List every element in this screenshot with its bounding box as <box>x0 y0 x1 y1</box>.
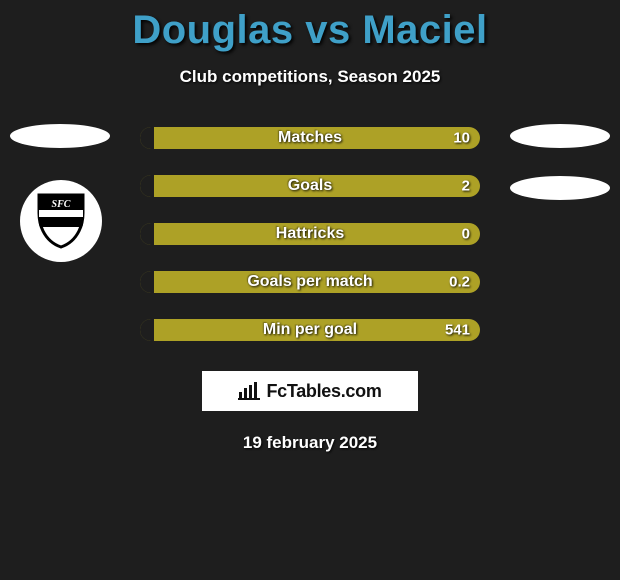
stat-right-value: 0.2 <box>449 274 470 291</box>
stat-right-value: 0 <box>462 226 470 243</box>
stat-left-gpm <box>140 271 154 293</box>
stat-label: Goals <box>288 177 332 195</box>
footer-date: 19 february 2025 <box>0 433 620 453</box>
bar-chart-icon <box>238 382 260 400</box>
svg-text:SFC: SFC <box>52 199 71 210</box>
stat-row-mpg: Min per goal 541 <box>140 319 480 341</box>
stat-label: Matches <box>278 129 342 147</box>
stat-left-matches <box>140 127 154 149</box>
stat-right-value: 541 <box>445 322 470 339</box>
branding-text: FcTables.com <box>266 381 381 402</box>
page-title: Douglas vs Maciel <box>0 0 620 53</box>
stat-left-goals <box>140 175 154 197</box>
stat-row-goals: Goals 2 <box>140 175 480 197</box>
page-subtitle: Club competitions, Season 2025 <box>0 67 620 87</box>
stat-row-hattricks: Hattricks 0 <box>140 223 480 245</box>
stat-left-hattricks <box>140 223 154 245</box>
stat-row-gpm: Goals per match 0.2 <box>140 271 480 293</box>
santos-shield-icon: SFC <box>35 193 87 249</box>
player-right-placeholder <box>510 124 610 148</box>
stat-label: Min per goal <box>263 321 357 339</box>
stat-row-matches: Matches 10 <box>140 127 480 149</box>
stat-right-value: 10 <box>453 130 470 147</box>
stat-left-mpg <box>140 319 154 341</box>
stat-label: Hattricks <box>276 225 344 243</box>
branding-box[interactable]: FcTables.com <box>202 371 418 411</box>
player-left-placeholder <box>10 124 110 148</box>
club-right-placeholder <box>510 176 610 200</box>
stat-right-value: 2 <box>462 178 470 195</box>
stat-label: Goals per match <box>247 273 372 291</box>
club-left-badge: SFC <box>20 180 102 262</box>
